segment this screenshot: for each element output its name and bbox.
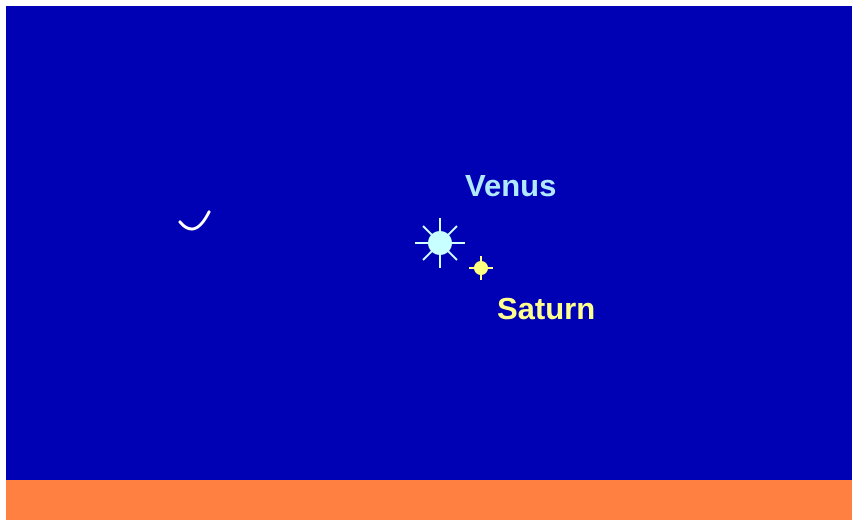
saturn-label: Saturn [497, 291, 595, 326]
page: Venus Saturn (() => { const data = JSON.… [0, 0, 852, 524]
ground [6, 480, 852, 520]
sky-diagram: Venus Saturn [0, 0, 852, 524]
venus-label: Venus [465, 168, 556, 203]
